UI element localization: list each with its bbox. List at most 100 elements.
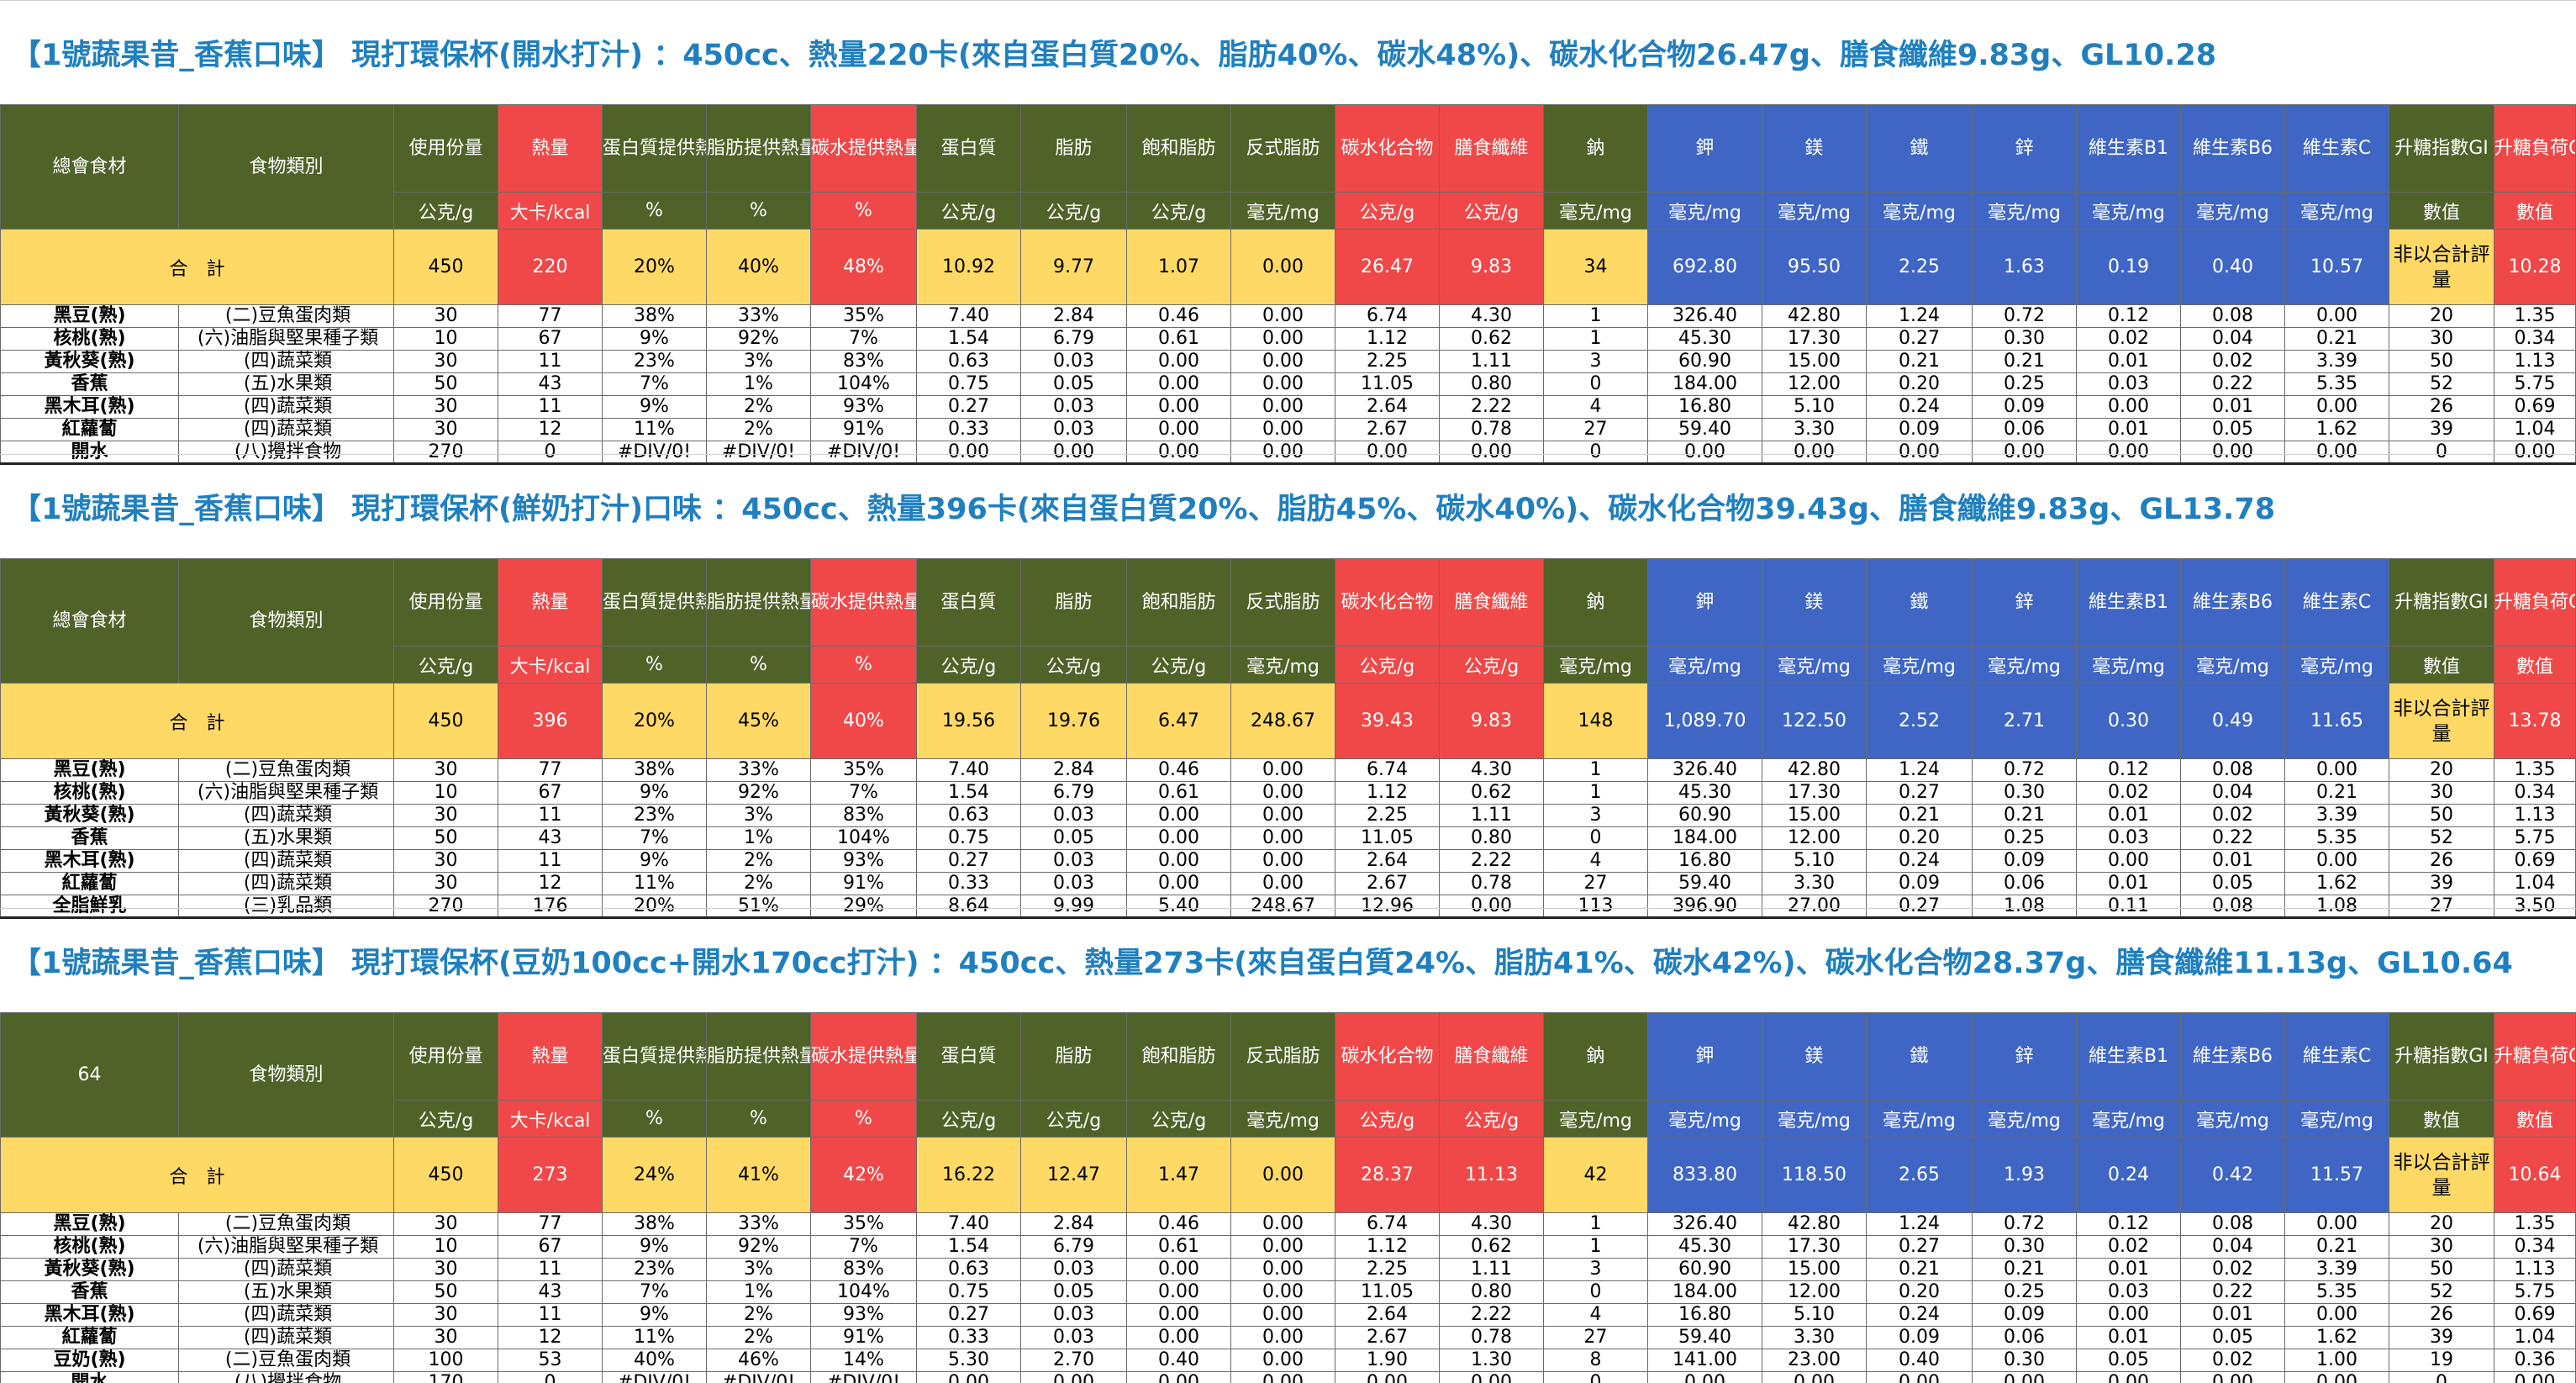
value-cell[interactable]: 52 xyxy=(2389,372,2494,396)
value-cell[interactable]: 0.24 xyxy=(1866,1303,1973,1327)
unit-cell[interactable]: % xyxy=(602,192,707,230)
value-cell[interactable]: 0.61 xyxy=(1126,1235,1231,1259)
column-header[interactable]: 碳水提供熱量 xyxy=(810,558,917,647)
value-cell[interactable]: 2.22 xyxy=(1439,1303,1544,1327)
unit-cell[interactable]: 毫克/mg xyxy=(1762,192,1867,230)
value-cell[interactable]: 59.40 xyxy=(1647,872,1762,895)
total-cell[interactable]: 10.28 xyxy=(2494,229,2576,305)
category-cell[interactable]: (四)蔬菜類 xyxy=(178,1258,394,1281)
column-header[interactable]: 蛋白質提供熱量 xyxy=(602,104,707,193)
value-cell[interactable]: 19 xyxy=(2389,1349,2494,1372)
value-cell[interactable]: 170 xyxy=(393,1371,498,1383)
value-cell[interactable]: 11% xyxy=(602,872,707,895)
total-cell[interactable]: 26.47 xyxy=(1335,229,1440,305)
value-cell[interactable]: 184.00 xyxy=(1647,826,1762,850)
value-cell[interactable]: 93% xyxy=(810,1303,917,1327)
value-cell[interactable]: 12.00 xyxy=(1762,826,1867,850)
value-cell[interactable]: 91% xyxy=(810,1326,917,1349)
value-cell[interactable]: 5.35 xyxy=(2284,1280,2389,1304)
value-cell[interactable]: 0 xyxy=(498,1371,603,1383)
column-header[interactable]: 蛋白質 xyxy=(916,104,1021,193)
value-cell[interactable]: 0.22 xyxy=(2180,826,2285,850)
value-cell[interactable]: 248.67 xyxy=(1230,895,1335,919)
column-header[interactable]: 維生素B6 xyxy=(2180,1012,2285,1101)
unit-cell[interactable]: 公克/g xyxy=(393,646,498,684)
value-cell[interactable]: 0.01 xyxy=(2076,872,2181,895)
total-cell[interactable]: 34 xyxy=(1543,229,1648,305)
value-cell[interactable]: 0.00 xyxy=(1647,441,1762,465)
value-cell[interactable]: 0.00 xyxy=(2284,441,2389,465)
value-cell[interactable]: 3.39 xyxy=(2284,350,2389,373)
unit-cell[interactable]: 毫克/mg xyxy=(1866,1100,1973,1138)
value-cell[interactable]: 0.00 xyxy=(1230,1280,1335,1304)
unit-cell[interactable]: 毫克/mg xyxy=(2076,1100,2181,1138)
value-cell[interactable]: 2.25 xyxy=(1335,350,1440,373)
value-cell[interactable]: 0.00 xyxy=(1972,441,2077,465)
value-cell[interactable]: 35% xyxy=(810,1212,917,1236)
value-cell[interactable]: 3.50 xyxy=(2494,895,2576,919)
unit-cell[interactable]: 毫克/mg xyxy=(1543,646,1648,684)
unit-cell[interactable]: 公克/g xyxy=(916,192,1021,230)
column-header[interactable]: 脂肪提供熱量 xyxy=(706,1012,811,1101)
value-cell[interactable]: 52 xyxy=(2389,826,2494,850)
value-cell[interactable]: 8 xyxy=(1543,1349,1648,1372)
value-cell[interactable]: 1.54 xyxy=(916,327,1021,351)
total-cell[interactable]: 20% xyxy=(602,229,707,305)
value-cell[interactable]: 12.00 xyxy=(1762,372,1867,396)
column-header[interactable]: 脂肪提供熱量 xyxy=(706,104,811,193)
value-cell[interactable]: 0.00 xyxy=(1230,849,1335,873)
value-cell[interactable]: 3% xyxy=(706,804,811,827)
value-cell[interactable]: 0.25 xyxy=(1972,372,2077,396)
value-cell[interactable]: 1.35 xyxy=(2494,1212,2576,1236)
ingredient-cell[interactable]: 黑豆(熟) xyxy=(0,304,179,328)
total-cell[interactable]: 42% xyxy=(810,1137,917,1213)
value-cell[interactable]: 0.63 xyxy=(916,350,1021,373)
value-cell[interactable]: 77 xyxy=(498,758,603,782)
column-header[interactable]: 鐵 xyxy=(1866,558,1973,647)
column-header[interactable]: 蛋白質提供熱量 xyxy=(602,1012,707,1101)
unit-cell[interactable]: 數值 xyxy=(2389,1100,2494,1138)
value-cell[interactable]: 0.05 xyxy=(1020,372,1127,396)
value-cell[interactable]: 0.30 xyxy=(1972,327,2077,351)
value-cell[interactable]: 0.00 xyxy=(916,441,1021,465)
value-cell[interactable]: 3.30 xyxy=(1762,1326,1867,1349)
value-cell[interactable]: 7.40 xyxy=(916,1212,1021,1236)
column-header[interactable]: 鎂 xyxy=(1762,1012,1867,1101)
value-cell[interactable]: 0.09 xyxy=(1972,1303,2077,1327)
unit-cell[interactable]: 毫克/mg xyxy=(1972,192,2077,230)
total-cell[interactable]: 20% xyxy=(602,683,707,759)
value-cell[interactable]: 7% xyxy=(602,1280,707,1304)
column-header[interactable]: 反式脂肪 xyxy=(1230,558,1335,647)
value-cell[interactable]: 0.33 xyxy=(916,872,1021,895)
value-cell[interactable]: 0.09 xyxy=(1866,872,1973,895)
value-cell[interactable]: 0.30 xyxy=(1972,1349,2077,1372)
value-cell[interactable]: 2% xyxy=(706,872,811,895)
total-cell[interactable]: 41% xyxy=(706,1137,811,1213)
unit-cell[interactable]: 公克/g xyxy=(393,1100,498,1138)
total-cell[interactable]: 0.49 xyxy=(2180,683,2285,759)
value-cell[interactable]: 7% xyxy=(602,372,707,396)
value-cell[interactable]: 0.01 xyxy=(2076,804,2181,827)
total-cell[interactable]: 40% xyxy=(810,683,917,759)
value-cell[interactable]: 0.00 xyxy=(1230,350,1335,373)
value-cell[interactable]: 11% xyxy=(602,1326,707,1349)
ingredient-cell[interactable]: 黑木耳(熟) xyxy=(0,395,179,419)
column-header[interactable]: 飽和脂肪 xyxy=(1126,104,1231,193)
value-cell[interactable]: 0.72 xyxy=(1972,304,2077,328)
value-cell[interactable]: 104% xyxy=(810,826,917,850)
value-cell[interactable]: 0.24 xyxy=(1866,395,1973,419)
value-cell[interactable]: 2.22 xyxy=(1439,395,1544,419)
value-cell[interactable]: 50 xyxy=(393,826,498,850)
value-cell[interactable]: 23% xyxy=(602,804,707,827)
value-cell[interactable]: 42.80 xyxy=(1762,304,1867,328)
unit-cell[interactable]: % xyxy=(602,646,707,684)
value-cell[interactable]: 0.00 xyxy=(1762,441,1867,465)
value-cell[interactable]: 0.21 xyxy=(1972,804,2077,827)
unit-cell[interactable]: 毫克/mg xyxy=(1762,1100,1867,1138)
unit-cell[interactable]: 大卡/kcal xyxy=(498,646,603,684)
value-cell[interactable]: 0.00 xyxy=(1972,1371,2077,1383)
total-cell[interactable]: 39.43 xyxy=(1335,683,1440,759)
value-cell[interactable]: 0.33 xyxy=(916,1326,1021,1349)
unit-cell[interactable]: 毫克/mg xyxy=(2284,646,2389,684)
value-cell[interactable]: 0.00 xyxy=(1020,441,1127,465)
